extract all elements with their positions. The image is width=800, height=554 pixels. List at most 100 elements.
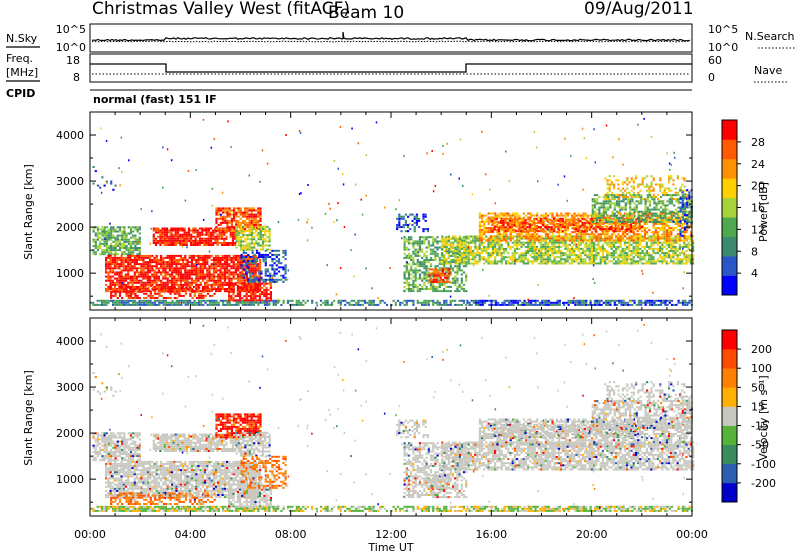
power-cell [179, 267, 182, 270]
power-cell [514, 212, 517, 215]
power-cell [494, 239, 497, 242]
power-cell [149, 277, 152, 280]
power-cell [445, 301, 448, 304]
power-cell [516, 252, 519, 255]
power-cell [518, 237, 521, 240]
power-cell [403, 281, 406, 284]
power-cell [452, 254, 455, 257]
power-cell [111, 271, 114, 274]
power-cell [483, 250, 486, 252]
power-cell [170, 231, 173, 234]
power-cell [157, 235, 160, 238]
power-cell [118, 228, 122, 231]
power-cell [681, 260, 684, 263]
power-cell [172, 235, 175, 238]
power-cell [215, 299, 218, 302]
power-cell [667, 241, 670, 244]
power-cell [221, 265, 224, 268]
power-cell [118, 267, 121, 270]
power-cell [112, 299, 115, 302]
power-cell [226, 228, 229, 231]
power-cell [273, 249, 276, 252]
power-cell [645, 252, 648, 255]
power-cell [425, 261, 428, 264]
power-cell [237, 256, 240, 259]
power-cell [654, 241, 657, 244]
power-cell [223, 275, 226, 278]
power-cell [174, 237, 177, 240]
power-cell [122, 267, 125, 270]
power-cell [443, 301, 446, 304]
power-cell [566, 243, 569, 246]
power-cell [465, 303, 468, 306]
power-cell [182, 259, 185, 261]
power-cell [527, 262, 530, 265]
power-cell [540, 258, 543, 261]
power-cell [494, 224, 497, 227]
power-cell [199, 271, 202, 274]
power-cell [451, 269, 455, 272]
power-cell [507, 227, 510, 229]
power-cell [604, 260, 607, 263]
power-cell [454, 254, 457, 257]
power-cell [590, 247, 593, 250]
power-cell [121, 226, 124, 229]
power-cell [116, 279, 119, 282]
power-cell [232, 288, 235, 291]
power-cell [118, 281, 121, 284]
power-cell [252, 215, 255, 218]
power-cell [246, 246, 249, 249]
power-cell [403, 265, 406, 268]
power-cell [357, 303, 360, 306]
power-cell [205, 242, 208, 244]
power-cell [481, 229, 484, 232]
power-cell [448, 270, 451, 273]
power-cell [454, 279, 457, 282]
power-cell [648, 237, 651, 240]
power-cell [516, 214, 519, 217]
power-cell [103, 236, 106, 239]
power-cell [560, 262, 563, 265]
power-cell [113, 273, 117, 276]
power-cell [653, 303, 656, 306]
power-cell [206, 281, 209, 284]
power-cell [252, 288, 255, 290]
power-cell [416, 254, 419, 257]
power-cell [118, 230, 122, 233]
power-cell [503, 303, 506, 306]
power-cell [392, 299, 395, 302]
power-cell [566, 254, 569, 257]
power-cell [513, 260, 516, 263]
power-cell [624, 303, 627, 306]
power-cell [220, 235, 224, 238]
power-cell [405, 265, 408, 268]
power-cell [511, 254, 514, 257]
power-cell [184, 269, 187, 272]
power-cell [177, 275, 180, 278]
power-cell [428, 272, 431, 275]
power-cell [604, 299, 608, 302]
power-cell [214, 242, 217, 244]
power-cell [485, 229, 488, 232]
power-cell [217, 303, 220, 306]
power-cell [489, 245, 492, 248]
power-cell [524, 258, 527, 261]
power-cell [179, 263, 182, 266]
power-cell [674, 245, 677, 248]
power-cell [370, 303, 373, 306]
power-cell [394, 303, 397, 306]
power-cell [476, 237, 479, 240]
power-cell [306, 299, 309, 302]
power-cell [182, 290, 185, 293]
power-cell [381, 299, 384, 302]
power-cell [284, 272, 287, 275]
power-cell [129, 242, 133, 245]
power-cell [403, 275, 406, 278]
power-cell [350, 303, 353, 306]
power-cell [435, 268, 438, 271]
power-cell [123, 303, 126, 306]
power-cell [210, 267, 213, 270]
power-cell [188, 273, 191, 276]
power-cell [193, 301, 196, 304]
power-cell [462, 246, 466, 249]
